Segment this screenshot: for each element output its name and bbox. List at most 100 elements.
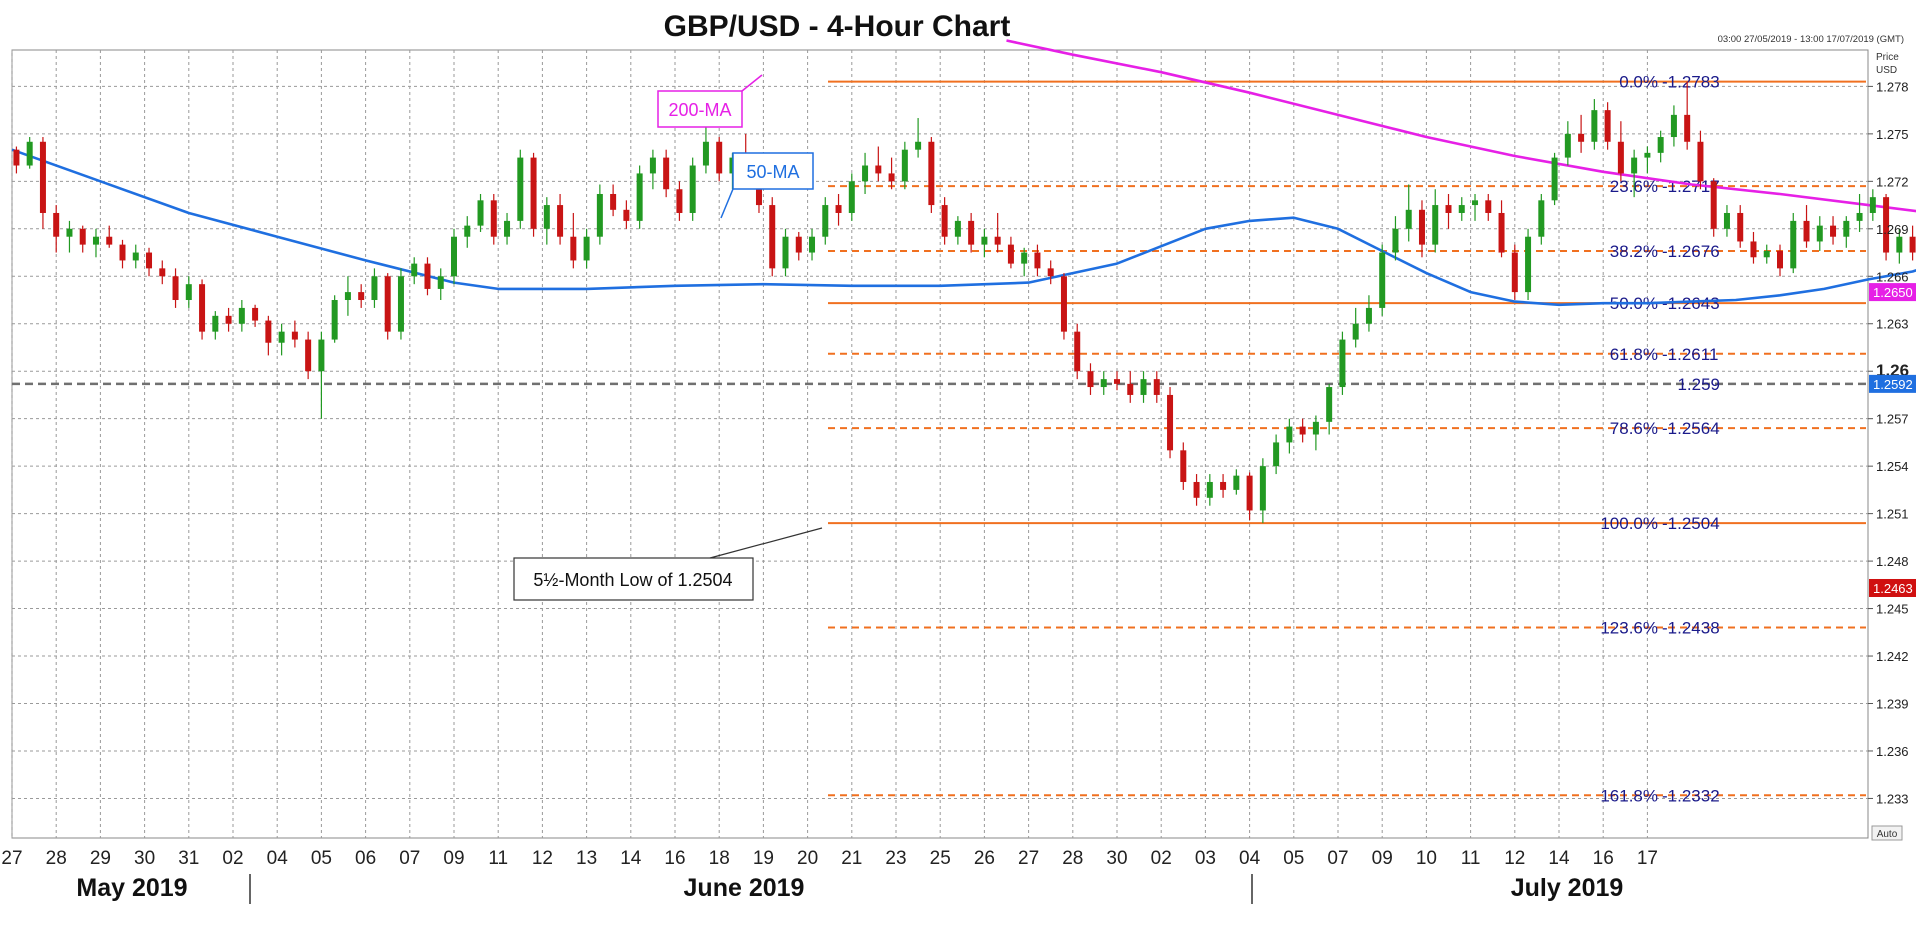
candle-body-20 bbox=[279, 332, 285, 343]
candle-body-88 bbox=[1180, 450, 1186, 482]
candle-body-67 bbox=[902, 150, 908, 182]
fib-pct-label-8: 161.8% bbox=[1600, 786, 1658, 805]
candle-body-7 bbox=[106, 237, 112, 245]
candle-body-137 bbox=[1830, 226, 1836, 237]
candle-body-96 bbox=[1286, 427, 1292, 443]
candle-body-18 bbox=[252, 308, 258, 321]
y-axis-title-price: Price bbox=[1876, 52, 1899, 63]
candle-body-0 bbox=[13, 150, 19, 166]
x-tick-label-22: 26 bbox=[974, 848, 995, 869]
candle-body-46 bbox=[623, 210, 629, 221]
x-tick-label-26: 02 bbox=[1151, 848, 1172, 869]
candle-body-140 bbox=[1870, 197, 1876, 213]
candle-body-60 bbox=[809, 237, 815, 253]
x-tick-label-11: 11 bbox=[488, 848, 508, 869]
candle-body-71 bbox=[955, 221, 961, 237]
x-tick-label-24: 28 bbox=[1062, 848, 1083, 869]
candle-body-9 bbox=[133, 253, 139, 261]
candle-body-48 bbox=[650, 158, 656, 174]
x-tick-label-30: 07 bbox=[1327, 848, 1348, 869]
candle-body-104 bbox=[1392, 229, 1398, 253]
month-label-1: June 2019 bbox=[684, 874, 805, 902]
candle-body-36 bbox=[491, 200, 497, 236]
y-tick-label-13: 1.239 bbox=[1876, 697, 1909, 712]
candle-body-21 bbox=[292, 332, 298, 340]
x-tick-label-16: 18 bbox=[709, 848, 730, 869]
y-tick-label-2: 1.272 bbox=[1876, 174, 1909, 189]
candle-body-120 bbox=[1605, 110, 1611, 142]
candle-body-33 bbox=[451, 237, 457, 277]
candle-body-119 bbox=[1591, 110, 1597, 142]
candle-body-17 bbox=[239, 308, 245, 324]
x-tick-label-20: 23 bbox=[885, 848, 906, 869]
candle-body-127 bbox=[1697, 142, 1703, 182]
candle-body-143 bbox=[1910, 237, 1916, 253]
candle-body-69 bbox=[928, 142, 934, 205]
candle-body-16 bbox=[226, 316, 232, 324]
x-tick-label-34: 12 bbox=[1504, 848, 1525, 869]
candle-body-138 bbox=[1843, 221, 1849, 237]
candle-body-113 bbox=[1512, 253, 1518, 293]
candle-body-95 bbox=[1273, 442, 1279, 466]
x-tick-label-0: 27 bbox=[1, 848, 22, 869]
candle-body-125 bbox=[1671, 115, 1677, 137]
price-tag-label-1: 1.2592 bbox=[1873, 377, 1913, 392]
y-tick-label-11: 1.245 bbox=[1876, 602, 1909, 617]
candle-body-89 bbox=[1194, 482, 1200, 498]
x-tick-label-27: 03 bbox=[1195, 848, 1216, 869]
candle-body-39 bbox=[531, 158, 537, 229]
x-tick-label-2: 29 bbox=[90, 848, 111, 869]
candle-body-75 bbox=[1008, 245, 1014, 264]
candle-body-34 bbox=[464, 226, 470, 237]
fib-pct-label-2: 38.2% bbox=[1610, 242, 1658, 261]
candle-body-121 bbox=[1618, 142, 1624, 174]
candle-body-6 bbox=[93, 237, 99, 245]
candle-body-82 bbox=[1101, 379, 1107, 387]
candle-body-129 bbox=[1724, 213, 1730, 229]
candle-body-57 bbox=[769, 205, 775, 268]
candle-body-24 bbox=[332, 300, 338, 340]
y-tick-label-4: 1.266 bbox=[1876, 269, 1909, 284]
candle-body-2 bbox=[40, 142, 46, 213]
candle-body-115 bbox=[1538, 200, 1544, 236]
y-tick-label-8: 1.254 bbox=[1876, 459, 1909, 474]
candle-body-117 bbox=[1565, 134, 1571, 158]
candle-body-103 bbox=[1379, 253, 1385, 308]
candle-body-19 bbox=[265, 321, 271, 343]
x-tick-label-12: 12 bbox=[532, 848, 553, 869]
candle-body-25 bbox=[345, 292, 351, 300]
x-tick-label-1: 28 bbox=[46, 848, 67, 869]
candle-body-142 bbox=[1896, 237, 1902, 253]
candle-body-81 bbox=[1087, 371, 1093, 387]
x-tick-label-28: 04 bbox=[1239, 848, 1261, 869]
chart-title: GBP/USD - 4-Hour Chart bbox=[664, 10, 1011, 43]
fib-pct-label-4: 61.8% bbox=[1610, 345, 1658, 364]
candle-body-59 bbox=[796, 237, 802, 253]
candle-body-50 bbox=[676, 189, 682, 213]
candle-body-62 bbox=[836, 205, 842, 213]
candle-body-133 bbox=[1777, 251, 1783, 268]
x-tick-label-7: 05 bbox=[311, 848, 332, 869]
x-tick-label-3: 30 bbox=[134, 848, 155, 869]
candle-body-43 bbox=[584, 237, 590, 261]
candle-body-41 bbox=[557, 205, 563, 237]
candle-body-64 bbox=[862, 166, 868, 182]
candle-body-99 bbox=[1326, 387, 1332, 422]
candle-body-118 bbox=[1578, 134, 1584, 142]
candle-body-32 bbox=[438, 276, 444, 289]
y-tick-label-7: 1.257 bbox=[1876, 412, 1909, 427]
x-tick-label-13: 13 bbox=[576, 848, 597, 869]
x-tick-label-29: 05 bbox=[1283, 848, 1304, 869]
candle-body-52 bbox=[703, 142, 709, 166]
date-range-note: 03:00 27/05/2019 - 13:00 17/07/2019 (GMT… bbox=[1718, 34, 1904, 45]
candle-body-73 bbox=[981, 237, 987, 245]
candle-body-29 bbox=[398, 276, 404, 331]
candle-body-40 bbox=[544, 205, 550, 229]
x-tick-label-37: 17 bbox=[1637, 848, 1658, 869]
candle-body-15 bbox=[212, 316, 218, 332]
candle-body-90 bbox=[1207, 482, 1213, 498]
candle-body-112 bbox=[1499, 213, 1505, 253]
x-tick-label-5: 02 bbox=[222, 848, 243, 869]
candle-body-126 bbox=[1684, 115, 1690, 142]
candle-body-132 bbox=[1764, 251, 1770, 257]
